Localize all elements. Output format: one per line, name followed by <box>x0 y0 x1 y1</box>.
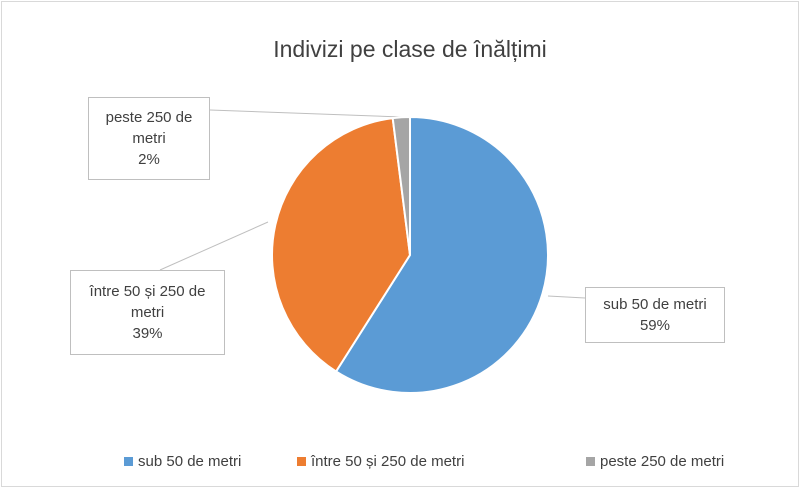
data-label-text: peste 250 de metri 2% <box>95 107 203 170</box>
legend-swatch <box>586 457 595 466</box>
chart-title: Indivizi pe clase de înălțimi <box>273 36 547 62</box>
pie-slice <box>334 115 549 394</box>
data-label-category: între 50 și 250 de metri <box>89 283 206 321</box>
leader-line <box>547 295 586 299</box>
legend-swatch <box>124 457 133 466</box>
legend-swatch <box>297 457 306 466</box>
leader-line <box>209 109 403 118</box>
pie-slice <box>391 115 411 256</box>
data-label: peste 250 de metri 2% <box>88 97 210 180</box>
data-label-text: între 50 și 250 de metri 39% <box>77 281 218 344</box>
legend-label: peste 250 de metri <box>600 453 724 470</box>
data-label-category: sub 50 de metri <box>603 296 707 313</box>
data-label-value: 59% <box>639 317 670 334</box>
data-label-value: 39% <box>132 325 163 342</box>
leader-line <box>159 221 269 271</box>
data-label-value: 2% <box>138 151 160 168</box>
data-label: sub 50 de metri 59% <box>585 287 725 343</box>
pie-slice <box>271 116 412 373</box>
data-label: între 50 și 250 de metri 39% <box>70 270 225 355</box>
legend-label: între 50 și 250 de metri <box>310 453 464 470</box>
data-label-category: peste 250 de metri <box>105 109 193 147</box>
legend-label: sub 50 de metri <box>138 453 241 470</box>
data-label-text: sub 50 de metri 59% <box>603 294 706 336</box>
